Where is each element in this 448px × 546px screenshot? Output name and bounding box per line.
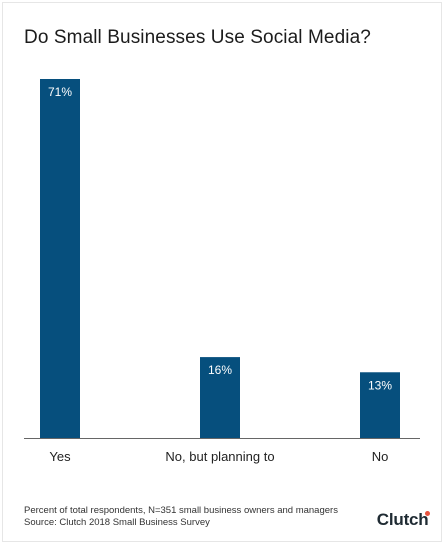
logo-text: Clutch [376,510,429,529]
category-label: No [372,449,389,464]
bar-no [360,372,400,438]
clutch-logo: Clutch [376,510,430,530]
bar-value-label: 13% [368,378,392,392]
logo-accent-dot [425,511,430,516]
chart-footer: Percent of total respondents, N=351 smal… [24,505,338,529]
chart-title: Do Small Businesses Use Social Media? [24,27,371,48]
footer-source: Source: Clutch 2018 Small Business Surve… [24,517,210,528]
footer-note: Percent of total respondents, N=351 smal… [24,505,338,516]
bar-no-but-planning-to [200,357,240,438]
chart-frame [2,2,442,542]
bar-value-label: 16% [208,363,232,377]
category-label: Yes [49,449,71,464]
bar-yes [40,79,80,438]
bar-value-label: 71% [48,85,72,99]
category-label: No, but planning to [165,449,274,464]
